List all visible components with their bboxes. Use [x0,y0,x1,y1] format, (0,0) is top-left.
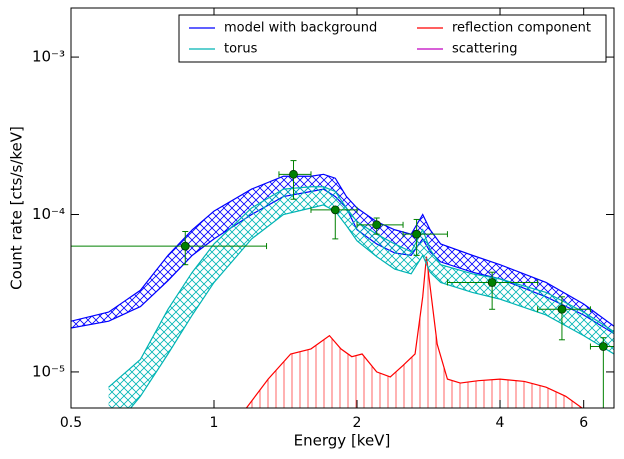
legend-label: model with background [224,21,377,36]
band-fill [108,186,614,408]
y-tick-label: 10⁻³ [32,48,65,66]
line [245,256,584,408]
legend-label: torus [224,42,258,57]
x-tick-label: 4 [496,415,505,431]
band-fill [71,174,614,334]
x-tick-label: 6 [579,415,588,431]
data-point [372,220,382,230]
band-edge [129,204,614,408]
data-point [598,342,608,351]
data-point [180,241,190,251]
area-hatch [246,256,584,408]
data-point [412,229,422,239]
data-point [289,169,298,179]
band-edge [71,173,614,327]
y-tick-label: 10⁻⁵ [32,362,65,380]
x-tick-label: 2 [353,415,362,431]
data-point [487,278,497,287]
y-axis-label: Count rate [cts/s/keV] [8,126,26,290]
data-point [557,304,567,314]
legend-box [178,14,607,63]
band-edge [108,186,614,388]
data-point [330,205,340,215]
legend-label: reflection component [452,21,591,36]
x-axis-label: Energy [keV] [294,432,391,450]
plot-frame [70,7,615,409]
x-tick-label: 0.5 [60,415,82,431]
legend-label: scattering [452,42,518,57]
x-tick-label: 1 [210,415,219,431]
plot-area [71,160,614,408]
y-tick-label: 10⁻⁴ [32,205,65,223]
